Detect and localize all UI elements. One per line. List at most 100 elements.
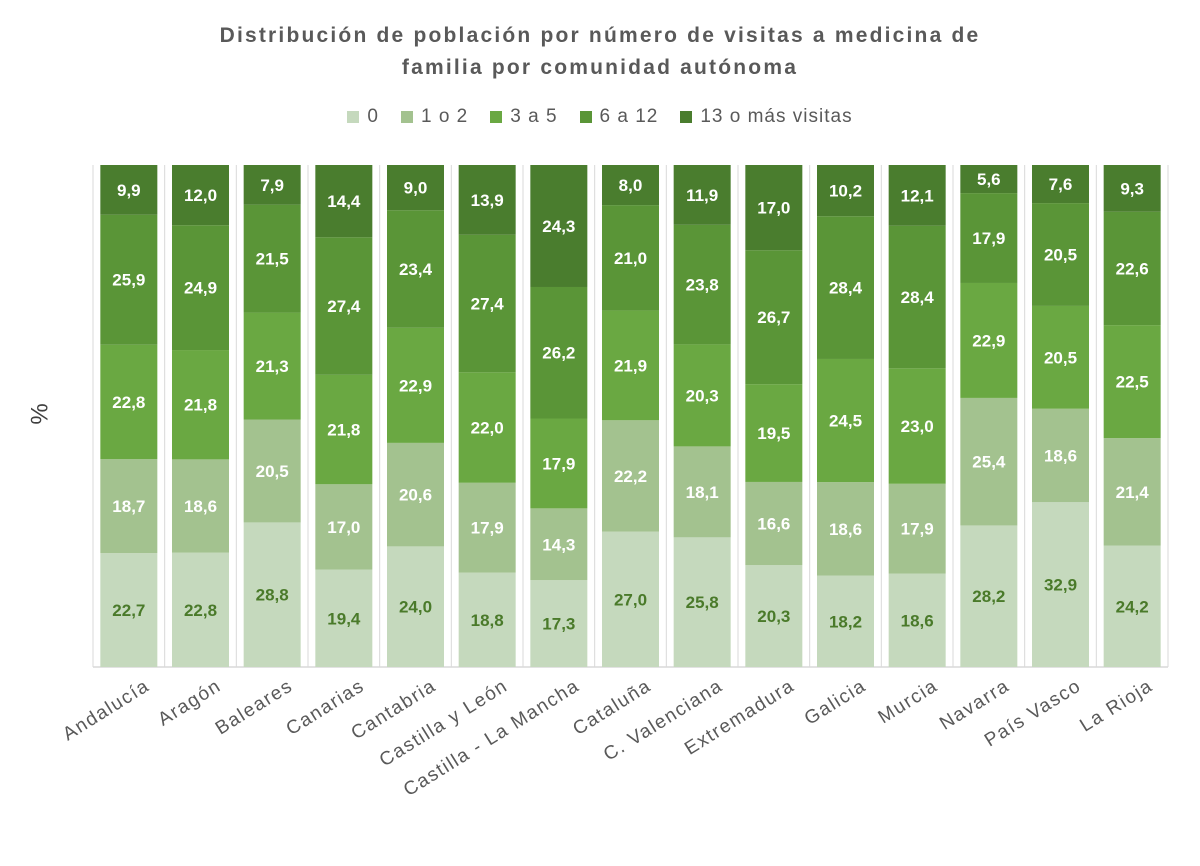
- legend: 0 1 o 2 3 a 5 6 a 12 13 o más visitas: [0, 106, 1200, 128]
- data-label: 14,3: [542, 535, 575, 554]
- chart-title: Distribución de población por número de …: [0, 20, 1200, 84]
- data-label: 22,6: [1116, 259, 1149, 278]
- data-label: 27,0: [614, 590, 647, 609]
- bar-segment: [243, 312, 301, 420]
- bar-segment: [817, 575, 874, 667]
- bar-segment: [172, 165, 229, 226]
- bar-segment: [960, 193, 1018, 283]
- bar-segment: [387, 327, 444, 443]
- bar-segment: [172, 459, 229, 553]
- data-label: 20,3: [686, 386, 719, 405]
- bar-segment: [530, 286, 588, 419]
- bar-segment: [100, 214, 158, 345]
- data-label: 21,8: [184, 396, 217, 415]
- bar-segment: [745, 165, 803, 251]
- legend-label: 3 a 5: [510, 106, 558, 127]
- bar-segment: [1032, 165, 1089, 204]
- bar-segment: [387, 546, 444, 667]
- bar-segment: [172, 350, 229, 460]
- data-label: 18,1: [686, 483, 719, 502]
- data-label: 26,7: [757, 308, 790, 327]
- data-label: 17,0: [327, 518, 360, 537]
- data-label: 21,0: [614, 249, 647, 268]
- x-tick-label: La Rioja: [1076, 675, 1156, 736]
- data-label: 18,6: [1044, 446, 1077, 465]
- data-label: 20,6: [399, 486, 432, 505]
- bar-segment: [745, 384, 803, 482]
- data-label: 17,9: [972, 229, 1005, 248]
- legend-label: 13 o más visitas: [700, 106, 853, 127]
- bar-segment: [243, 165, 301, 205]
- bar-segment: [673, 537, 731, 667]
- bar-segment: [888, 165, 946, 226]
- data-label: 25,9: [112, 271, 145, 290]
- data-label: 32,9: [1044, 576, 1077, 595]
- bar-segment: [530, 508, 588, 581]
- data-label: 8,0: [619, 176, 643, 195]
- data-label: 13,9: [471, 191, 504, 210]
- legend-swatch: [579, 111, 592, 123]
- data-label: 28,8: [256, 586, 289, 605]
- data-label: 20,5: [1044, 348, 1077, 367]
- data-label: 22,9: [399, 376, 432, 395]
- legend-swatch: [347, 111, 360, 123]
- data-label: 18,8: [471, 611, 504, 630]
- data-label: 20,3: [757, 607, 790, 626]
- legend-item: 6 a 12: [579, 106, 659, 128]
- bar-segment: [315, 237, 373, 375]
- data-label: 10,2: [829, 182, 862, 201]
- data-label: 22,7: [112, 601, 145, 620]
- legend-label: 1 o 2: [420, 106, 469, 127]
- data-label: 17,9: [471, 519, 504, 538]
- data-label: 28,4: [829, 279, 863, 298]
- data-label: 19,4: [327, 609, 361, 628]
- bar-segment: [602, 310, 659, 421]
- bar-segment: [745, 250, 803, 385]
- data-label: 12,0: [184, 186, 217, 205]
- data-label: 23,4: [399, 260, 433, 279]
- chart-title-line: familia por comunidad autónoma: [401, 56, 799, 79]
- bar-segment: [100, 165, 158, 215]
- data-label: 21,9: [614, 356, 647, 375]
- bar-segment: [458, 165, 516, 235]
- legend-item: 3 a 5: [490, 106, 557, 128]
- legend-swatch: [400, 111, 413, 123]
- data-label: 24,5: [829, 412, 862, 431]
- data-label: 12,1: [901, 186, 934, 205]
- data-label: 22,5: [1116, 373, 1149, 392]
- bar-segment: [602, 420, 659, 532]
- bar-segment: [602, 205, 659, 311]
- bar-segment: [100, 459, 158, 554]
- x-tick-label: Andalucía: [59, 675, 153, 745]
- bar-segment: [960, 282, 1018, 398]
- bar-segment: [888, 225, 946, 369]
- bar-segment: [315, 165, 373, 238]
- bar-segment: [960, 397, 1018, 526]
- data-label: 21,5: [256, 250, 289, 269]
- bar-segment: [888, 573, 946, 667]
- bar-segment: [673, 344, 731, 447]
- bar-segment: [530, 418, 588, 509]
- data-label: 17,9: [901, 520, 934, 539]
- data-label: 21,3: [256, 357, 289, 376]
- data-label: 22,8: [184, 601, 217, 620]
- data-label: 24,9: [184, 279, 217, 298]
- bar-segment: [745, 565, 803, 667]
- data-label: 27,4: [471, 295, 505, 314]
- data-label: 21,8: [327, 421, 360, 440]
- data-label: 7,9: [260, 176, 284, 195]
- legend-item: 13 o más visitas: [680, 106, 852, 128]
- bar-segment: [100, 344, 158, 460]
- data-label: 7,6: [1049, 175, 1073, 194]
- data-label: 18,6: [829, 520, 862, 539]
- x-tick-label: Baleares: [212, 675, 297, 739]
- bar-segment: [243, 522, 301, 667]
- data-label: 17,0: [757, 199, 790, 218]
- data-label: 28,4: [901, 288, 935, 307]
- bar-segment: [960, 165, 1018, 194]
- bar-segment: [1103, 211, 1161, 326]
- bar-segment: [1032, 305, 1089, 409]
- bar-segment: [172, 225, 229, 351]
- data-label: 9,3: [1120, 179, 1144, 198]
